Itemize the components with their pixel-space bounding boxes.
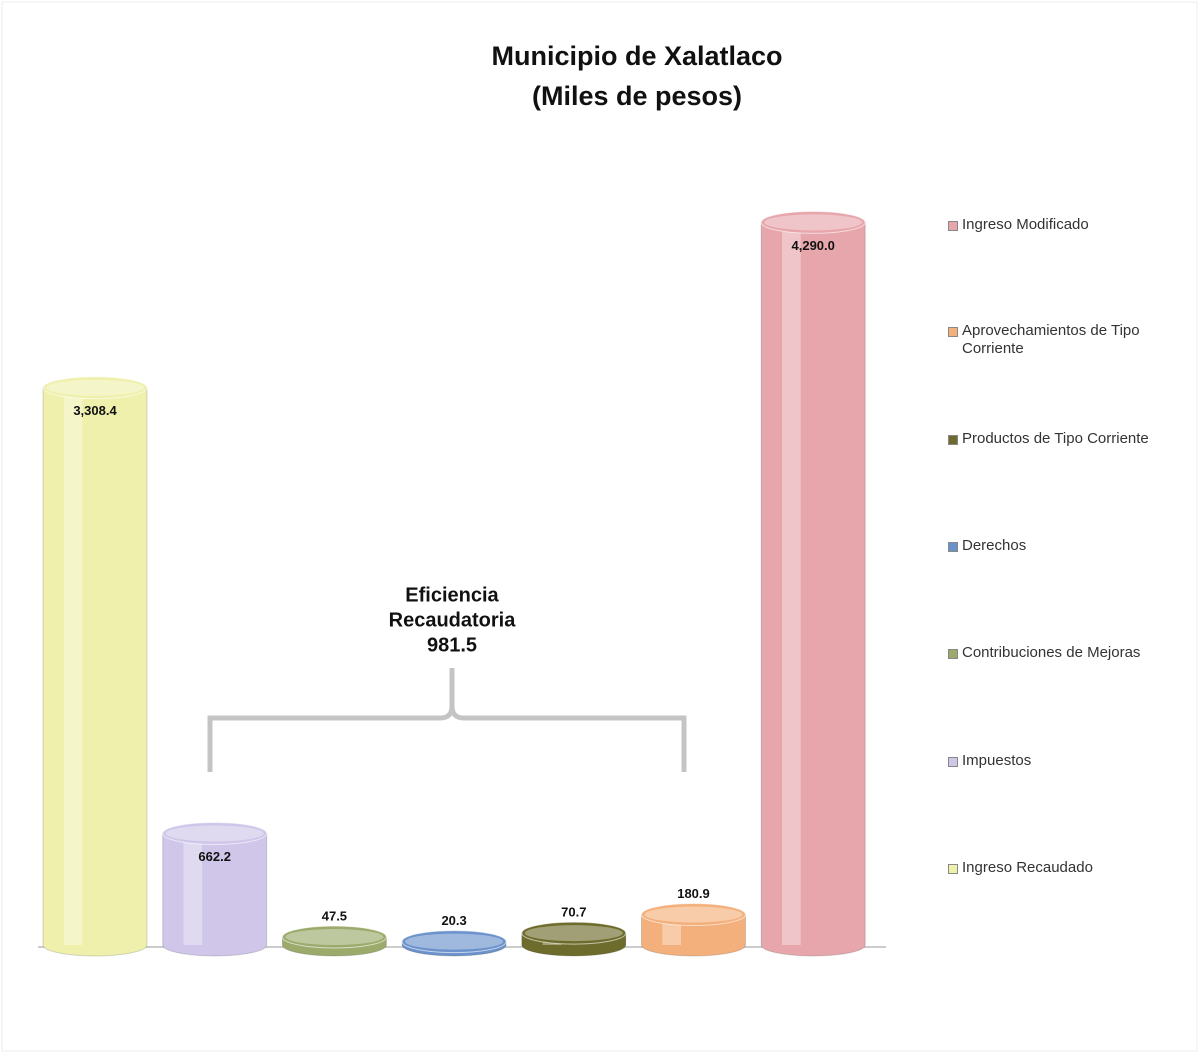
bar-cap bbox=[641, 903, 746, 927]
legend-label: Productos de Tipo Corriente bbox=[962, 430, 1149, 447]
legend-label: Contribuciones de Mejoras bbox=[962, 644, 1141, 661]
bar bbox=[162, 832, 268, 957]
legend-label: Ingreso Recaudado bbox=[962, 859, 1093, 876]
bracket bbox=[207, 668, 687, 772]
data-label: 47.5 bbox=[322, 908, 347, 923]
annotation-line: Eficiencia bbox=[405, 584, 499, 606]
bar-shine bbox=[63, 387, 83, 946]
bar-cap-shine bbox=[524, 925, 623, 942]
legend-label: Impuestos bbox=[962, 752, 1032, 769]
legend-item: Impuestos bbox=[948, 752, 1173, 770]
legend-label: Derechos bbox=[962, 537, 1027, 554]
data-label: 20.3 bbox=[441, 913, 466, 928]
legend-item: Derechos bbox=[948, 537, 1173, 555]
bar-cap-shine bbox=[764, 214, 863, 231]
legend-item: Productos de Tipo Corriente bbox=[948, 430, 1173, 448]
chart-title: Municipio de Xalatlaco bbox=[491, 41, 782, 71]
legend-label: Ingreso Modificado bbox=[962, 216, 1089, 233]
bar-cap bbox=[281, 925, 387, 949]
annotation-line: Recaudatoria bbox=[389, 609, 517, 631]
bar bbox=[641, 914, 746, 957]
bar-cap bbox=[162, 821, 268, 845]
data-label: 180.9 bbox=[677, 886, 710, 901]
bar-cap bbox=[42, 376, 148, 400]
bar bbox=[760, 221, 866, 957]
bar-shine bbox=[782, 222, 801, 945]
bar-cap-shine bbox=[285, 928, 384, 945]
legend-swatch bbox=[948, 542, 958, 552]
annotation-value: 981.5 bbox=[427, 634, 477, 656]
legend-swatch bbox=[948, 757, 958, 767]
legend-swatch bbox=[948, 327, 958, 337]
bar-cap bbox=[401, 930, 507, 954]
data-label: 3,308.4 bbox=[73, 403, 117, 418]
data-label: 4,290.0 bbox=[792, 238, 835, 253]
bar bbox=[42, 387, 148, 957]
legend-item: Aprovechamientos de Tipo Corriente bbox=[948, 322, 1173, 358]
bar-cap-shine bbox=[165, 825, 264, 842]
bar-shine bbox=[183, 833, 203, 945]
data-label: 662.2 bbox=[198, 849, 231, 864]
legend-label: Aprovechamientos de Tipo Corriente bbox=[962, 322, 1140, 357]
legend-item: Ingreso Recaudado bbox=[948, 859, 1173, 877]
bar-cap bbox=[760, 210, 866, 234]
legend-swatch bbox=[948, 221, 958, 231]
legend-swatch bbox=[948, 864, 958, 874]
legend-item: Contribuciones de Mejoras bbox=[948, 644, 1173, 662]
data-label: 70.7 bbox=[561, 905, 586, 920]
legend-item: Ingreso Modificado bbox=[948, 216, 1173, 234]
legend-swatch bbox=[948, 435, 958, 445]
bar-cap-shine bbox=[644, 906, 743, 923]
bar-cap-shine bbox=[405, 933, 504, 950]
bar-cap bbox=[521, 921, 627, 945]
bar-cap-shine bbox=[46, 379, 144, 396]
chart-subtitle: (Miles de pesos) bbox=[532, 81, 742, 111]
legend-swatch bbox=[948, 649, 958, 659]
